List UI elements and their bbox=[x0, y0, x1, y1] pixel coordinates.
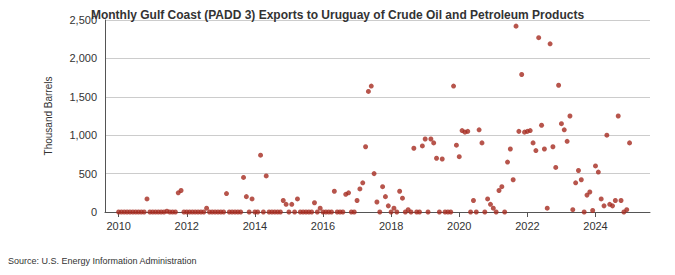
svg-text:500: 500 bbox=[79, 168, 97, 180]
svg-text:Thousand Barrels: Thousand Barrels bbox=[43, 77, 54, 156]
svg-text:1,000: 1,000 bbox=[69, 129, 97, 141]
svg-text:2022: 2022 bbox=[515, 220, 539, 232]
svg-text:2010: 2010 bbox=[106, 220, 130, 232]
svg-text:Monthly Gulf Coast (PADD 3) Ex: Monthly Gulf Coast (PADD 3) Exports to U… bbox=[91, 8, 584, 22]
svg-text:Source: U.S. Energy Informatio: Source: U.S. Energy Information Administ… bbox=[8, 256, 197, 266]
svg-text:2020: 2020 bbox=[447, 220, 471, 232]
svg-text:2,500: 2,500 bbox=[69, 14, 97, 26]
svg-text:2014: 2014 bbox=[243, 220, 267, 232]
svg-text:2012: 2012 bbox=[175, 220, 199, 232]
svg-text:2,000: 2,000 bbox=[69, 52, 97, 64]
svg-text:0: 0 bbox=[91, 206, 97, 218]
svg-text:2018: 2018 bbox=[379, 220, 403, 232]
svg-text:2024: 2024 bbox=[583, 220, 607, 232]
svg-text:2016: 2016 bbox=[311, 220, 335, 232]
svg-text:1,500: 1,500 bbox=[69, 91, 97, 103]
